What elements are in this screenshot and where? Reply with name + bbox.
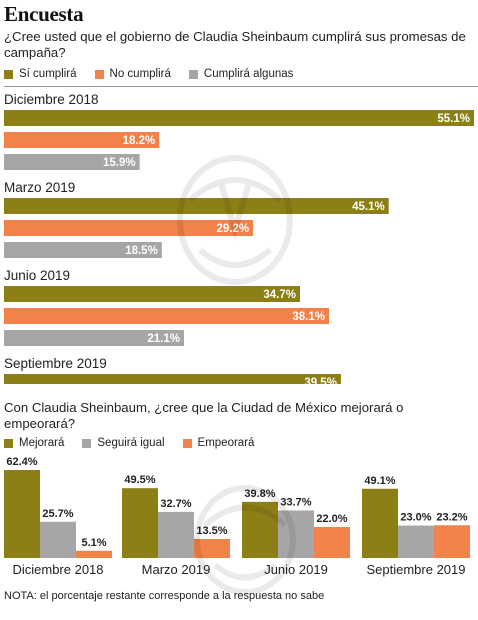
category-label: Junio 2019 xyxy=(4,268,70,283)
question-1: ¿Cree usted que el gobierno de Claudia S… xyxy=(4,29,466,60)
legend-label: Cumplirá algunas xyxy=(203,68,294,80)
chart-promesas: Diciembre 2018 55.1% 18.2% 15.9% Marzo 2019 4… xyxy=(4,92,474,384)
bar-value-label: 45.1% xyxy=(352,201,385,213)
bar xyxy=(434,525,470,558)
bar-value-label: 39.8% xyxy=(244,488,275,500)
legend-label: Seguirá igual xyxy=(97,437,165,449)
bar-value-label: 21.1% xyxy=(147,333,180,345)
category-label: Diciembre 2018 xyxy=(4,92,99,107)
category-label: Junio 2019 xyxy=(264,562,328,577)
legend-item-mejorara: Mejorará xyxy=(4,437,64,449)
legend-swatch xyxy=(182,438,192,448)
bar-value-label: 32.7% xyxy=(160,498,191,510)
legend-item-seguira-igual: Seguirá igual xyxy=(82,437,165,449)
bar-value-label: 55.1% xyxy=(437,113,470,125)
bar-value-label: 38.1% xyxy=(292,311,325,323)
legend-label: Sí cumplirá xyxy=(19,68,77,80)
bar-value-label: 33.7% xyxy=(280,496,311,508)
category-label: Septiembre 2019 xyxy=(366,562,465,577)
bar-value-label: 5.1% xyxy=(81,537,106,549)
bar xyxy=(398,525,434,558)
bar xyxy=(4,470,40,558)
bar-value-label: 18.2% xyxy=(123,135,156,147)
legend-item-si-cumplira: Sí cumplirá xyxy=(4,68,77,80)
bar-value-label: 34.7% xyxy=(263,289,296,301)
bar xyxy=(314,526,350,558)
bar-value-label: 13.5% xyxy=(196,525,227,537)
bar xyxy=(242,501,278,558)
legend-item-empeorara: Empeorará xyxy=(182,437,255,449)
category-label: Marzo 2019 xyxy=(4,180,75,195)
legend-item-no-cumplira: No cumplirá xyxy=(94,68,171,80)
bar xyxy=(158,511,194,558)
bar-value-label: 49.5% xyxy=(124,474,155,486)
legend-2: Mejorará Seguirá igual Empeorará xyxy=(4,437,272,449)
bar xyxy=(4,242,162,258)
bar xyxy=(362,488,398,558)
bar xyxy=(278,510,314,558)
bar xyxy=(122,488,158,558)
footnote: NOTA: el porcentaje restante corresponde… xyxy=(4,590,325,602)
bar xyxy=(4,374,341,384)
bar xyxy=(76,550,112,558)
legend-label: Empeorará xyxy=(197,437,255,449)
bar xyxy=(194,538,230,558)
legend-swatch xyxy=(4,69,13,79)
bar-value-label: 39.5% xyxy=(304,377,337,384)
bar-value-label: 29.2% xyxy=(216,223,249,235)
legend-label: Mejorará xyxy=(19,437,65,449)
bar xyxy=(4,198,389,214)
bar xyxy=(4,308,329,324)
divider xyxy=(4,86,478,87)
legend-swatch xyxy=(4,438,13,448)
legend-1: Sí cumplirá No cumplirá Cumplirá algunas xyxy=(4,68,311,80)
bar-value-label: 15.9% xyxy=(103,157,136,169)
bar-value-label: 49.1% xyxy=(364,475,395,487)
bar-value-label: 18.5% xyxy=(125,245,158,257)
bar xyxy=(4,286,300,302)
bar-value-label: 23.0% xyxy=(400,512,431,524)
legend-swatch xyxy=(188,69,198,79)
legend-label: No cumplirá xyxy=(109,68,171,80)
category-label: Septiembre 2019 xyxy=(4,356,107,371)
question-2: Con Claudia Sheinbaum, ¿cree que la Ciud… xyxy=(4,400,404,431)
bar xyxy=(4,330,184,346)
category-label: Marzo 2019 xyxy=(142,562,211,577)
bar xyxy=(4,220,254,236)
legend-swatch xyxy=(94,69,104,79)
chart-ciudad: 62.4% 25.7% 5.1% Diciembre 2018 49.5% 32.7% 13… xyxy=(4,456,470,577)
legend-item-cumplira-algunas: Cumplirá algunas xyxy=(188,68,294,80)
bar-value-label: 22.0% xyxy=(316,513,347,525)
bar xyxy=(4,154,140,170)
bar xyxy=(4,132,160,148)
bar xyxy=(4,110,474,126)
bar-value-label: 25.7% xyxy=(42,508,73,520)
bar-value-label: 62.4% xyxy=(6,456,37,468)
page-title: Encuesta xyxy=(4,2,84,26)
legend-swatch xyxy=(82,438,92,448)
bar xyxy=(40,521,76,558)
category-label: Diciembre 2018 xyxy=(12,562,103,577)
bar-value-label: 23.2% xyxy=(436,511,467,523)
